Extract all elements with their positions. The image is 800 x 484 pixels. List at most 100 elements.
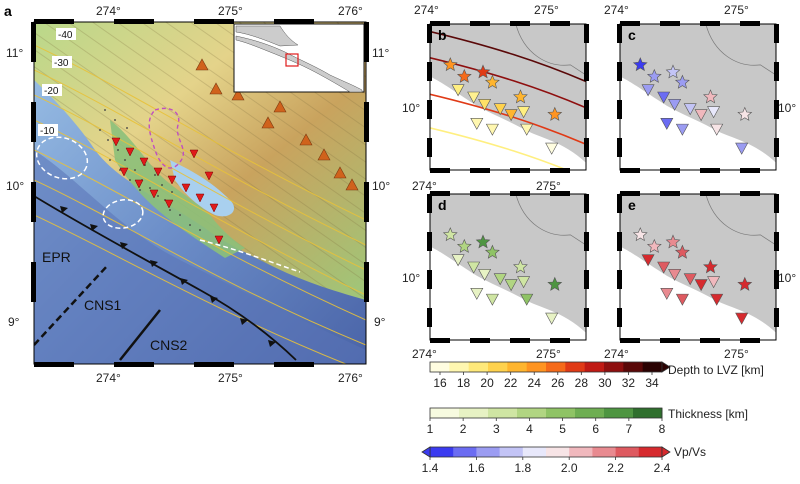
panel-b-station — [504, 109, 518, 122]
panel-e-star — [674, 244, 690, 259]
panel-b-frame-tick — [470, 168, 490, 173]
panel-b-star — [547, 106, 563, 121]
panel-c-station — [735, 142, 749, 155]
panel-c-star — [632, 57, 648, 72]
seismicity-dots — [99, 109, 201, 231]
panel-c-star — [665, 64, 681, 79]
colorbar-vpvs-swatch — [638, 447, 663, 457]
panel-b-star — [456, 68, 472, 83]
panel-b-label: b — [438, 27, 447, 43]
panel-e-lon-tick-bottom-275: 275° — [724, 347, 749, 361]
panel-e-station — [641, 254, 655, 267]
panel-d-frame-tick — [510, 191, 530, 196]
panel-e-frame-tick — [617, 194, 622, 213]
panel-e-station — [735, 312, 749, 325]
panel-e-frame-tick — [740, 338, 760, 343]
panel-e-frame-tick — [774, 308, 779, 327]
panel-d-frame-tick — [584, 232, 589, 251]
colorbar-vpvs-swatch — [453, 447, 477, 457]
colorbar-depth-tick-label: 32 — [622, 376, 636, 390]
colorbar-thickness-swatch — [575, 408, 605, 418]
panel-d-lon-tick-bottom-275: 275° — [536, 347, 561, 361]
colorbar-depth-swatch — [430, 362, 450, 372]
panel-b-station — [517, 106, 531, 119]
panel-b-frame-tick — [550, 168, 570, 173]
panel-e-star — [737, 276, 753, 291]
colorbar-depth-swatch — [468, 362, 489, 372]
panel-c-frame-tick — [617, 138, 622, 157]
colorbar-depth-tick-label: 26 — [551, 376, 565, 390]
colorbar-thickness-tick-label: 7 — [626, 422, 633, 436]
panel-d-frame-tick — [427, 308, 432, 327]
panel-b-depth-contour — [430, 93, 586, 146]
panel-d-frame-tick — [584, 194, 589, 213]
panel-e-frame-tick — [617, 232, 622, 251]
panel-c-frame-tick — [620, 168, 640, 173]
panel-b-depth-contour — [430, 127, 570, 170]
panel-c-frame-tick — [620, 21, 640, 26]
colorbar-thickness-swatch — [430, 408, 460, 418]
panel-b-station — [520, 123, 534, 136]
panel-b-station — [485, 123, 499, 136]
colorbar-depth-tick-label: 16 — [433, 376, 447, 390]
slab-contours — [34, 44, 366, 364]
panel-b-frame-tick — [427, 24, 432, 43]
panel-b-frame-tick — [430, 168, 450, 173]
deep-ocean — [34, 150, 366, 364]
panel-d-map: d — [427, 191, 589, 343]
panel-d-lat-tick: 10° — [402, 271, 420, 285]
panel-b-station — [545, 142, 559, 155]
panel-c-station — [660, 117, 674, 130]
colorbar-depth-tick-label: 18 — [457, 376, 471, 390]
colorbar-vpvs-tick-label: 2.0 — [561, 461, 578, 475]
panel-b-lat-tick: 10° — [402, 101, 420, 115]
colorbar-depth-swatch — [623, 362, 644, 372]
panel-b-frame-tick — [584, 138, 589, 157]
colorbar-depth-tick-label: 22 — [504, 376, 518, 390]
panel-c-lon-tick-275: 275° — [724, 3, 749, 17]
panel-c-frame — [619, 23, 777, 171]
colorbar-depth-swatch — [449, 362, 470, 372]
panel-d-station — [478, 269, 492, 281]
panel-b-land — [430, 24, 586, 163]
panel-e-label: e — [628, 197, 636, 213]
panel-a-lon-tick-top-274: 274° — [96, 4, 121, 18]
panel-e-lat-tick: 10° — [778, 271, 796, 285]
colorbar-thickness-title: Thickness [km] — [668, 407, 748, 421]
panel-d-station — [467, 261, 481, 274]
panel-c-star — [703, 89, 718, 104]
panel-d-lon-tick-top-275: 275° — [536, 179, 561, 193]
panel-c-lon-tick-274: 274° — [604, 3, 629, 17]
colorbar-thickness-swatch — [546, 408, 576, 418]
panel-a-lat-tick-right-11: 11° — [372, 46, 389, 60]
colorbar-vpvs-tick-label: 2.4 — [654, 461, 671, 475]
colorbar-vpvs-tick-label: 1.4 — [422, 461, 439, 475]
panel-d-star — [475, 234, 491, 249]
panel-e-station — [657, 261, 671, 274]
panel-e-frame-tick — [700, 338, 720, 343]
panel-c-land — [620, 24, 776, 163]
label-cns2: CNS2 — [150, 337, 188, 353]
panel-c-station — [694, 109, 708, 122]
panel-c-station — [675, 123, 689, 136]
panel-b-station — [493, 103, 507, 116]
colorbar-depth-arrow-right — [661, 361, 671, 373]
panel-d-frame-tick — [470, 191, 490, 196]
panel-e-border — [705, 194, 776, 246]
panel-b-star — [442, 57, 458, 72]
small-panel-ticks: 274° 275° 274° 275° 274° 275° 274° 275° … — [402, 3, 796, 361]
inset-location-map — [233, 23, 365, 93]
panel-c-frame-tick — [774, 100, 779, 119]
trench-teeth — [60, 206, 276, 347]
panel-c-station — [710, 123, 724, 136]
colorbar-vpvs-tick-label: 1.8 — [514, 461, 531, 475]
panel-d-frame — [429, 193, 587, 341]
colorbar-vpvs-swatch — [546, 447, 570, 457]
panel-c-station — [641, 84, 655, 97]
colorbar-vpvs-tick-label: 1.6 — [468, 461, 485, 475]
panel-a-lon-tick-bottom-274: 274° — [96, 371, 121, 385]
colorbar-depth-swatch — [604, 362, 624, 372]
panel-c-frame-tick — [617, 100, 622, 119]
panel-c-frame-tick — [660, 21, 680, 26]
